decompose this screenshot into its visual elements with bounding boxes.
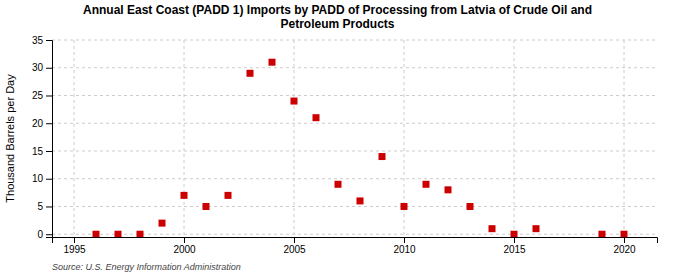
x-grid-line <box>74 40 75 237</box>
y-grid-line <box>52 178 657 179</box>
y-axis-tick-mark <box>46 206 52 207</box>
x-grid-line <box>514 40 515 237</box>
y-axis-tick: 35 <box>32 35 52 46</box>
y-axis-tick-label: 35 <box>32 35 44 46</box>
x-grid-line <box>624 40 625 237</box>
point <box>115 231 122 237</box>
chart: 1995 2000 2005 2010 2015 2020 0 5 10 15 20 25 30 35 Th… <box>0 0 675 275</box>
y-axis-tick-mark <box>46 234 52 235</box>
grid <box>52 40 657 237</box>
x-axis-tick: 2010 <box>393 237 416 255</box>
x-axis-tick-mark <box>74 237 75 243</box>
point <box>203 203 210 210</box>
x-axis: 1995 2000 2005 2010 2015 2020 <box>53 237 658 255</box>
x-axis-tick-label: 2000 <box>173 244 196 255</box>
y-grid-line <box>52 67 657 68</box>
point <box>247 70 254 77</box>
y-axis-tick-label: 0 <box>37 229 43 240</box>
plot: 1995 2000 2005 2010 2015 2020 0 5 10 15 20 25 30 35 <box>32 35 658 255</box>
y-grid-line <box>52 40 657 41</box>
y-axis-tick: 15 <box>32 146 52 157</box>
y-axis-tick: 30 <box>32 62 52 73</box>
y-axis-tick-label: 25 <box>32 90 44 101</box>
point <box>291 98 298 105</box>
y-axis-tick-mark <box>46 123 52 124</box>
x-axis-tick: 2000 <box>173 237 196 255</box>
point <box>357 197 364 204</box>
x-axis-tick: 2020 <box>613 237 636 255</box>
x-axis-tick: 1995 <box>63 237 86 255</box>
x-axis-tick-label: 2005 <box>283 244 306 255</box>
point <box>599 231 606 237</box>
x-axis-tick-mark <box>184 237 185 243</box>
y-axis-tick-mark <box>46 179 52 180</box>
y-grid-line <box>52 123 657 124</box>
x-grid-line <box>294 40 295 237</box>
y-axis-title: Thousand Barrels per Day <box>4 74 16 203</box>
y-axis-line <box>46 41 53 238</box>
x-axis-tick: 2015 <box>503 237 526 255</box>
y-axis-tick-label: 10 <box>32 173 44 184</box>
title-line: Annual East Coast (PADD 1) Imports by PA… <box>83 3 592 17</box>
y-axis-tick: 20 <box>32 118 52 129</box>
y-grid-line <box>52 95 657 96</box>
x-axis-tick-mark <box>514 237 515 243</box>
y-axis-tick-label: 5 <box>37 201 43 212</box>
point <box>181 192 188 199</box>
point <box>269 59 276 66</box>
x-axis-tick-mark <box>624 237 625 243</box>
y-axis-tick-mark <box>46 151 52 152</box>
point <box>533 225 540 232</box>
point <box>137 231 144 237</box>
y-axis-tick-mark <box>46 68 52 69</box>
y-grid-line <box>52 206 657 207</box>
x-axis-tick-label: 1995 <box>63 244 86 255</box>
x-axis-line <box>53 238 658 244</box>
point <box>445 186 452 193</box>
point <box>225 192 232 199</box>
y-axis-tick-label: 15 <box>32 146 44 157</box>
x-grid-line <box>184 40 185 237</box>
x-axis-tick-mark <box>404 237 405 243</box>
point <box>401 203 408 210</box>
y-axis: 0 5 10 15 20 25 30 35 <box>32 35 53 240</box>
x-axis-tick-label: 2015 <box>503 244 526 255</box>
title-line: Petroleum Products <box>280 17 394 31</box>
x-axis-tick-label: 2010 <box>393 244 416 255</box>
source: Source: U.S. Energy Information Administ… <box>52 262 241 272</box>
points <box>93 59 628 237</box>
point <box>379 153 386 160</box>
x-axis-tick-label: 2020 <box>613 244 636 255</box>
point <box>467 203 474 210</box>
y-grid-line <box>52 150 657 151</box>
y-axis-tick-label: 30 <box>32 62 44 73</box>
y-axis-tick: 5 <box>37 201 52 212</box>
x-axis-tick-mark <box>294 237 295 243</box>
point <box>423 181 430 188</box>
y-axis-tick: 25 <box>32 90 52 101</box>
x-axis-tick: 2005 <box>283 237 306 255</box>
title: Annual East Coast (PADD 1) Imports by PA… <box>83 3 592 31</box>
y-axis-tick: 0 <box>37 229 52 240</box>
point <box>335 181 342 188</box>
point <box>511 231 518 237</box>
point <box>621 231 628 237</box>
point <box>313 114 320 121</box>
y-axis-tick: 10 <box>32 173 52 184</box>
point <box>489 225 496 232</box>
point <box>159 220 166 227</box>
y-axis-tick-label: 20 <box>32 118 44 129</box>
y-axis-tick-mark <box>46 95 52 96</box>
point <box>93 231 100 237</box>
y-axis-tick-mark <box>46 40 52 41</box>
